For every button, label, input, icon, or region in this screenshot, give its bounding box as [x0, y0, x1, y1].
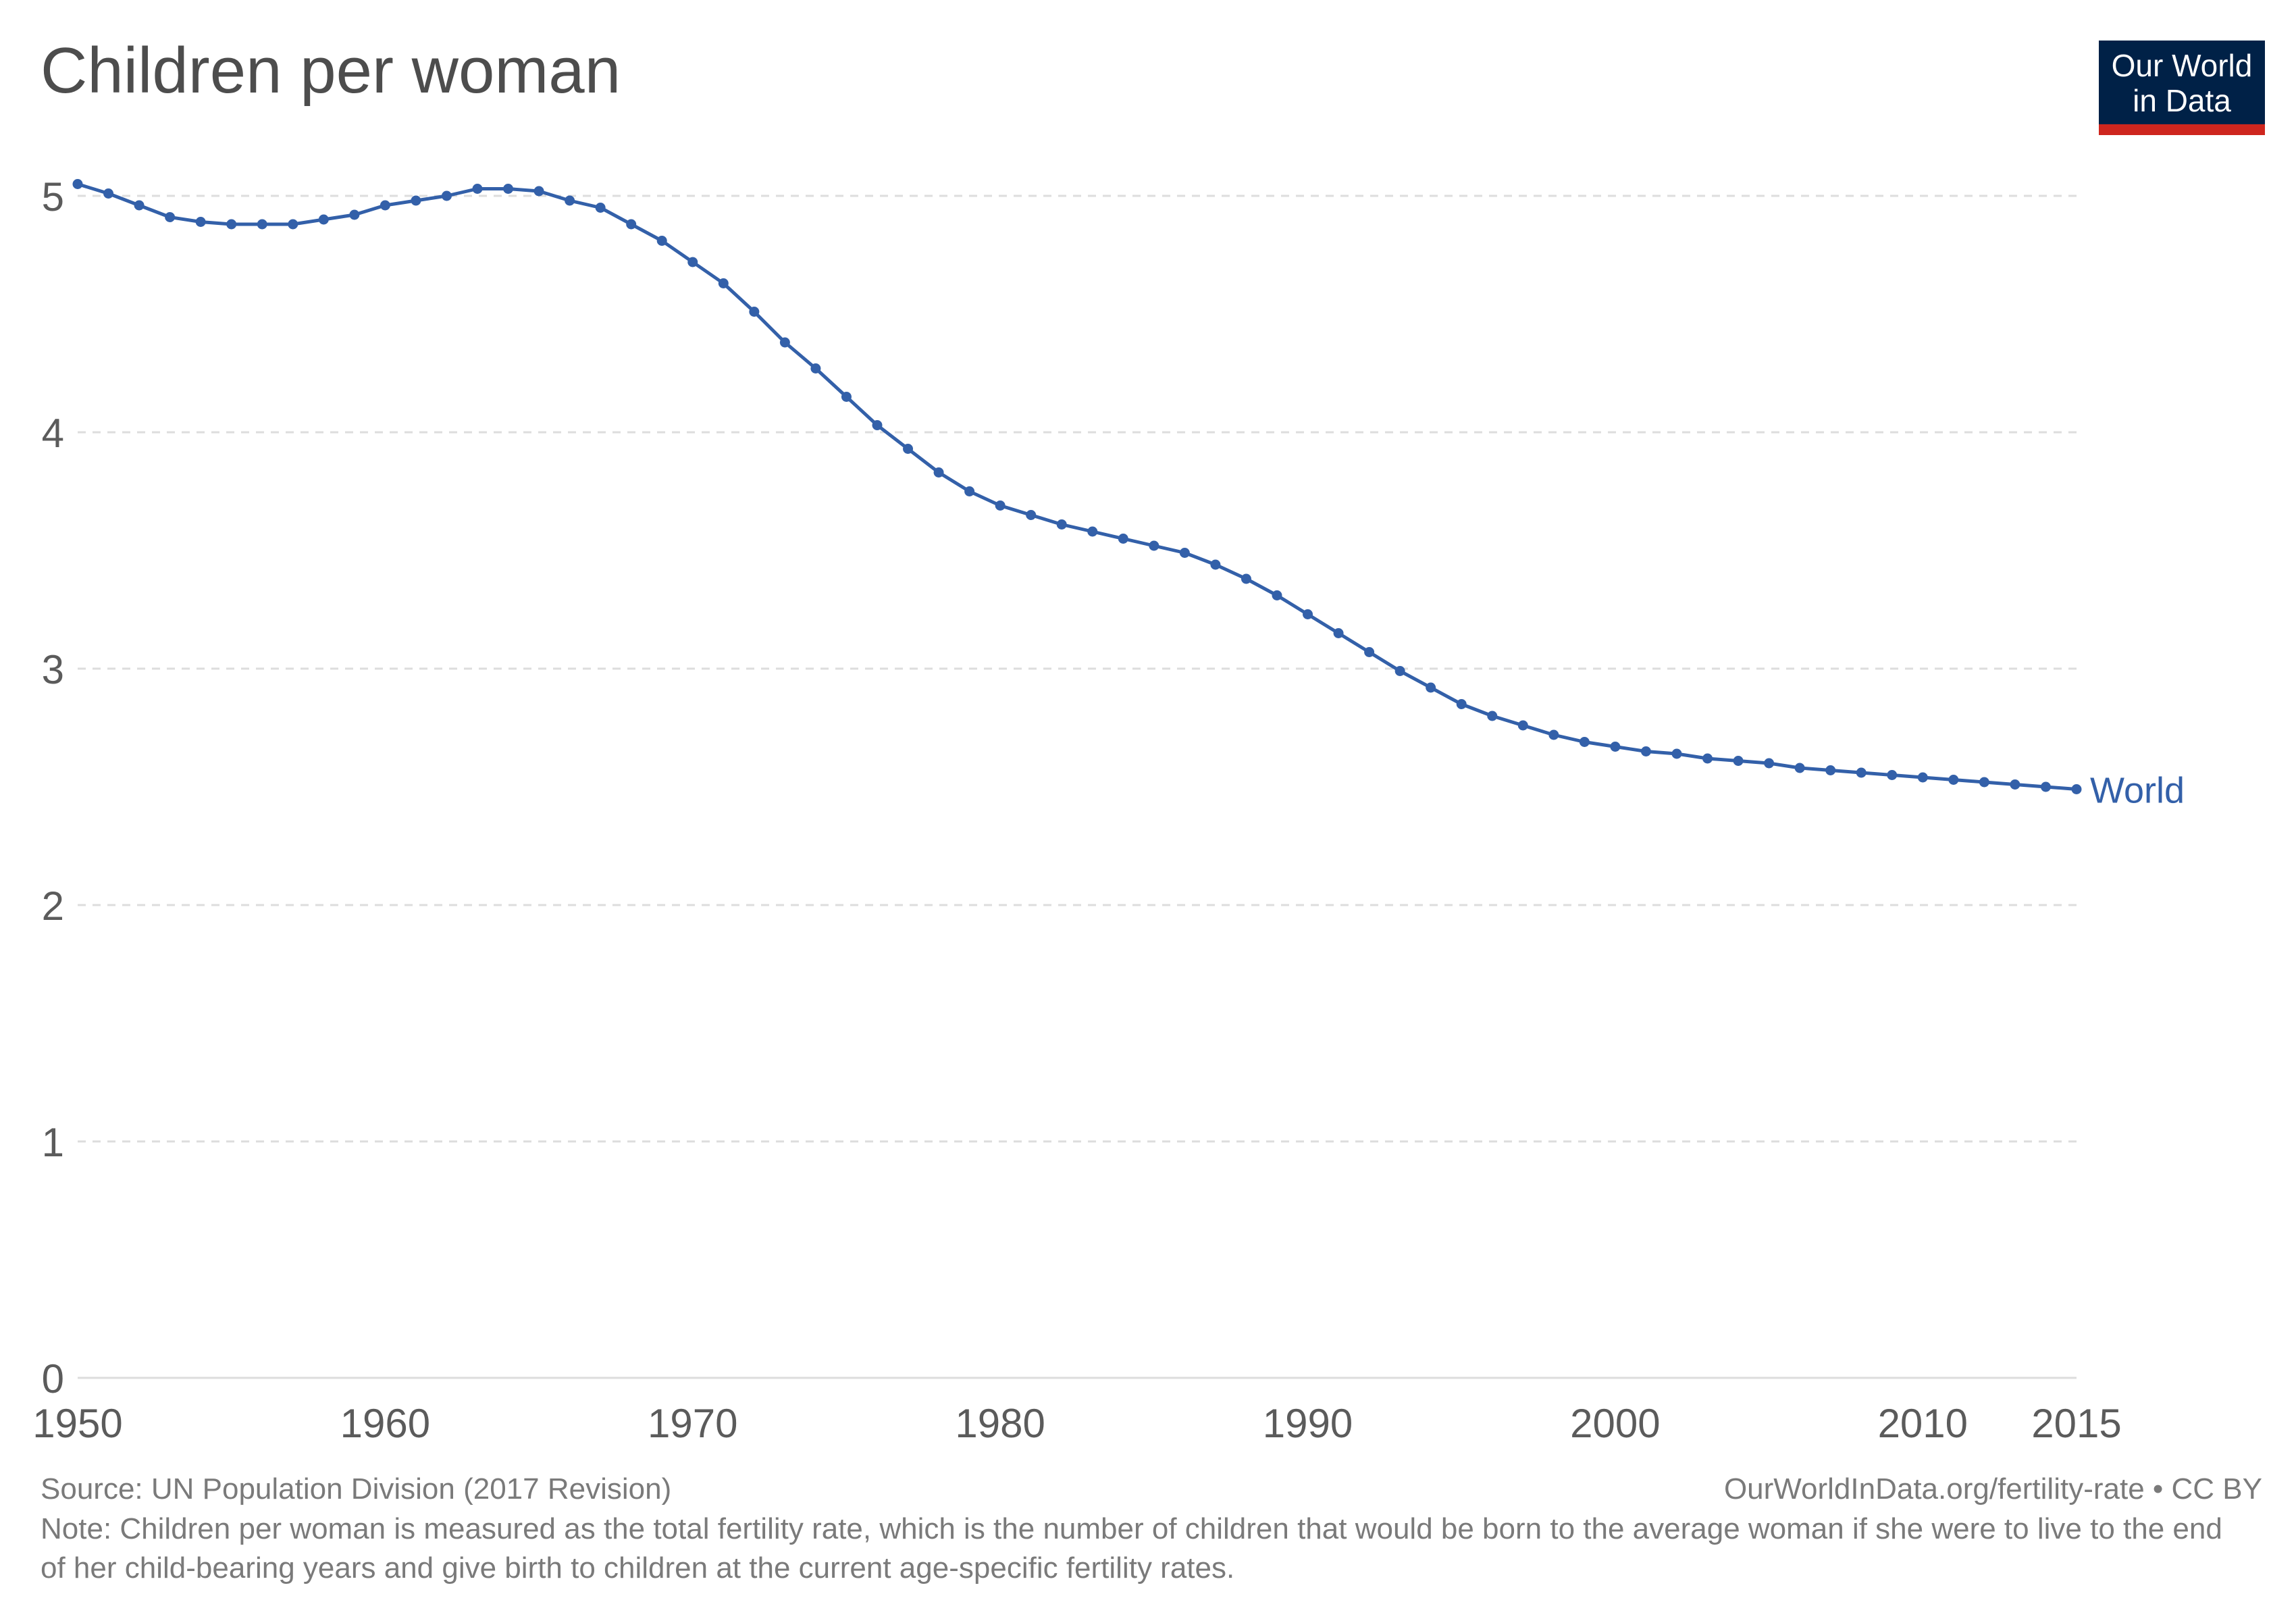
data-point-1989 — [1272, 590, 1282, 600]
data-point-2013 — [2010, 779, 2020, 790]
y-tick-label-4: 4 — [42, 411, 64, 456]
owid-logo[interactable]: Our World in Data — [2099, 41, 2265, 135]
data-point-1998 — [1548, 729, 1559, 740]
data-point-1996 — [1487, 711, 1498, 721]
x-tick-label-1980: 1980 — [955, 1401, 1045, 1446]
data-point-1955 — [226, 219, 237, 230]
data-point-1997 — [1517, 720, 1528, 731]
x-tick-label-1990: 1990 — [1263, 1401, 1353, 1446]
logo-line-2: in Data — [2133, 83, 2231, 118]
data-point-1981 — [1026, 510, 1037, 520]
license-link[interactable]: OurWorldInData.org/fertility-rate • CC B… — [1723, 1472, 2262, 1506]
data-point-1970 — [687, 257, 698, 267]
data-point-1987 — [1210, 559, 1221, 570]
data-point-1953 — [165, 212, 176, 222]
data-point-2014 — [2040, 781, 2051, 792]
data-point-2015 — [2071, 784, 2082, 794]
data-point-1978 — [933, 467, 944, 478]
data-point-2008 — [1856, 767, 1867, 778]
data-point-1994 — [1426, 682, 1436, 693]
data-point-1974 — [810, 363, 821, 374]
data-point-1982 — [1056, 519, 1067, 530]
data-point-2007 — [1825, 765, 1836, 775]
data-point-2001 — [1640, 746, 1651, 756]
x-tick-label-2000: 2000 — [1570, 1401, 1660, 1446]
data-point-2012 — [1979, 777, 1989, 788]
data-point-1977 — [903, 444, 914, 454]
data-point-1964 — [503, 184, 514, 194]
y-tick-label-2: 2 — [42, 883, 64, 929]
data-point-1991 — [1333, 628, 1344, 638]
data-point-1976 — [872, 420, 883, 430]
data-point-1984 — [1118, 534, 1128, 544]
data-point-1962 — [441, 190, 452, 201]
y-tick-label-3: 3 — [42, 647, 64, 692]
data-point-2000 — [1610, 742, 1621, 752]
data-point-1952 — [134, 200, 145, 211]
data-point-1983 — [1087, 526, 1098, 537]
data-point-1993 — [1394, 666, 1405, 676]
data-point-2009 — [1887, 770, 1898, 780]
data-point-1973 — [779, 337, 790, 348]
data-point-1967 — [595, 203, 606, 213]
source-text: Source: UN Population Division (2017 Rev… — [41, 1472, 672, 1506]
data-point-1992 — [1364, 647, 1375, 657]
data-point-1961 — [411, 195, 421, 206]
data-point-1951 — [103, 188, 114, 199]
y-tick-label-5: 5 — [42, 174, 64, 220]
data-point-1971 — [718, 278, 729, 288]
y-axis-ticks: 0 1 2 3 4 5 — [42, 174, 64, 1401]
logo-accent-bar — [2099, 124, 2265, 135]
data-point-2005 — [1764, 758, 1775, 769]
x-tick-label-2010: 2010 — [1878, 1401, 1968, 1446]
data-point-1965 — [533, 186, 544, 197]
data-point-1966 — [565, 195, 575, 206]
data-point-1968 — [626, 219, 637, 230]
data-point-2006 — [1794, 763, 1805, 773]
data-point-1956 — [257, 219, 267, 230]
series-label-world: World — [2090, 771, 2185, 811]
data-point-1950 — [72, 179, 83, 189]
data-point-1985 — [1149, 540, 1159, 551]
note-text: Note: Children per woman is measured as … — [41, 1512, 2222, 1585]
data-point-2011 — [1948, 775, 1959, 785]
chart-title: Children per woman — [41, 34, 621, 107]
x-tick-label-1950: 1950 — [32, 1401, 122, 1446]
data-point-1960 — [380, 200, 390, 211]
data-point-1990 — [1303, 609, 1313, 619]
data-point-2010 — [1917, 772, 1928, 783]
data-point-1963 — [472, 184, 483, 194]
data-point-2003 — [1702, 753, 1713, 764]
data-point-1972 — [749, 307, 760, 317]
grid-lines — [78, 195, 2077, 1379]
x-tick-label-1960: 1960 — [340, 1401, 430, 1446]
data-point-1969 — [656, 236, 667, 246]
y-tick-label-0: 0 — [42, 1356, 64, 1401]
data-point-1959 — [349, 209, 360, 220]
data-point-1979 — [964, 486, 975, 496]
y-tick-label-1: 1 — [42, 1120, 64, 1165]
series-layer: World — [72, 179, 2185, 811]
data-point-1988 — [1241, 573, 1251, 584]
data-point-1958 — [318, 214, 329, 225]
data-point-1975 — [841, 392, 852, 402]
x-tick-label-1970: 1970 — [648, 1401, 737, 1446]
data-point-2004 — [1733, 756, 1744, 766]
data-point-1957 — [288, 219, 298, 230]
data-point-1986 — [1179, 548, 1190, 558]
data-point-1999 — [1579, 737, 1590, 747]
series-line-world — [77, 182, 2077, 791]
data-point-2002 — [1671, 748, 1682, 759]
x-tick-label-2015: 2015 — [2031, 1401, 2121, 1446]
data-point-1980 — [995, 500, 1006, 511]
logo-line-1: Our World — [2111, 48, 2253, 83]
data-point-1954 — [195, 217, 206, 227]
x-axis-ticks: 1950 1960 1970 1980 1990 2000 2010 2015 — [32, 1401, 2121, 1446]
data-point-1995 — [1456, 699, 1467, 709]
